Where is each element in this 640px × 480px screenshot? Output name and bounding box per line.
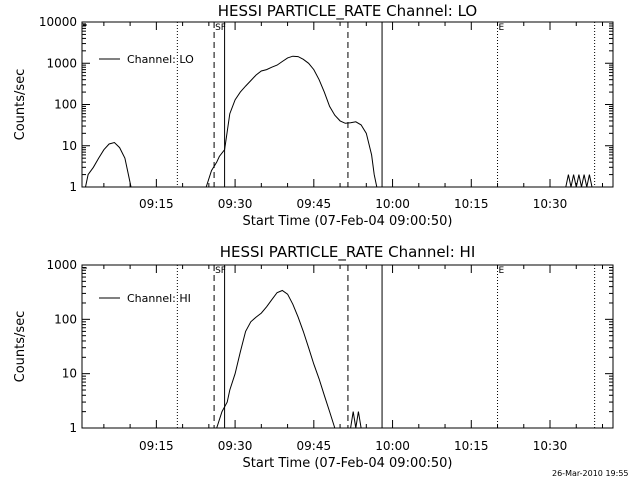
x-tick-label: 09:30 xyxy=(218,197,253,211)
y-tick-label: 1 xyxy=(69,180,77,194)
series-line xyxy=(205,55,378,188)
event-marker: SF xyxy=(215,23,226,33)
x-tick-label: 10:15 xyxy=(454,439,489,453)
timestamp-stamp: 26-Mar-2010 19:55 xyxy=(552,469,629,478)
x-tick-label: 10:00 xyxy=(375,439,410,453)
chart-title: HESSI PARTICLE_RATE Channel: HI xyxy=(220,243,476,262)
legend-entry: Channel: LO xyxy=(127,53,194,66)
y-tick-label: 10 xyxy=(62,367,77,381)
y-tick-label: 10 xyxy=(62,139,77,153)
y-tick-label: 1000 xyxy=(46,258,77,272)
series-line xyxy=(350,411,362,429)
chart-title: HESSI PARTICLE_RATE Channel: LO xyxy=(218,2,477,21)
x-tick-label: 09:45 xyxy=(297,197,332,211)
event-marker: SF xyxy=(215,266,226,276)
x-tick-label: 10:00 xyxy=(375,197,410,211)
y-axis-label: Counts/sec xyxy=(13,311,28,383)
legend-entry: Channel: HI xyxy=(127,292,191,305)
plot-frame xyxy=(81,264,614,429)
x-axis-label: Start Time (07-Feb-04 09:00:50) xyxy=(243,214,453,229)
x-tick-label: 10:30 xyxy=(533,197,568,211)
x-tick-label: 09:30 xyxy=(218,439,253,453)
x-tick-label: 09:45 xyxy=(297,439,332,453)
y-tick-label: 1000 xyxy=(46,56,77,70)
series-line xyxy=(216,289,336,429)
x-axis-label: Start Time (07-Feb-04 09:00:50) xyxy=(243,456,453,471)
x-tick-label: 10:30 xyxy=(533,439,568,453)
y-axis-label: Counts/sec xyxy=(13,69,28,141)
event-marker: E xyxy=(499,23,505,33)
y-tick-label: 10000 xyxy=(39,15,77,29)
y-tick-label: 100 xyxy=(54,312,77,326)
y-tick-label: 100 xyxy=(54,98,77,112)
series-line xyxy=(85,141,132,188)
series-line xyxy=(565,174,593,188)
x-tick-label: 09:15 xyxy=(139,439,174,453)
event-marker: E xyxy=(499,266,505,276)
x-tick-label: 09:15 xyxy=(139,197,174,211)
y-tick-label: 1 xyxy=(69,421,77,435)
chart-1: HESSI PARTICLE_RATE Channel: HI SF E 1 10 100… xyxy=(13,243,614,471)
chart-0: HESSI PARTICLE_RATE Channel: LO SF E 1 10 100… xyxy=(13,2,614,229)
x-tick-label: 10:15 xyxy=(454,197,489,211)
